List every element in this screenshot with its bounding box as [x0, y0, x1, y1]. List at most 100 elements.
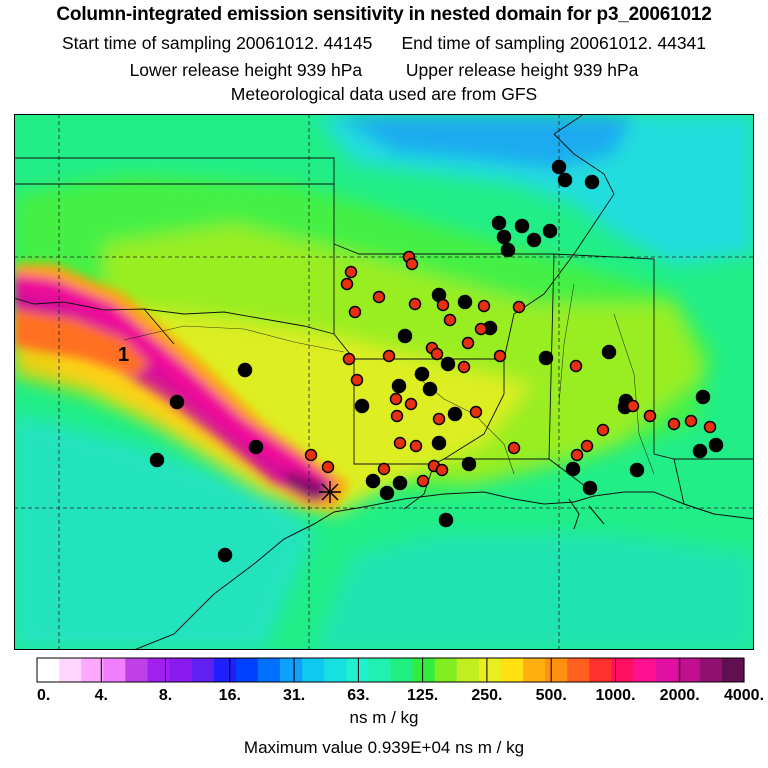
receptor-black	[692, 443, 708, 459]
colorbar-swatch	[346, 658, 369, 682]
colorbar-tick-label: 8.	[159, 687, 172, 704]
colorbar-swatch	[368, 658, 392, 682]
colorbar-swatch	[655, 658, 679, 682]
colorbar-swatch	[589, 658, 613, 682]
receptor-red	[321, 460, 335, 474]
colorbar-swatch	[191, 658, 215, 682]
receptor-red	[377, 462, 391, 476]
receptor-points	[149, 159, 724, 563]
receptor-red	[684, 414, 698, 428]
receptor-red	[350, 373, 364, 387]
colorbar-swatch	[677, 658, 701, 682]
colorbar-tick-label: 2000.	[660, 687, 700, 704]
receptor-red	[348, 305, 362, 319]
colorbar-swatch	[324, 658, 347, 682]
receptor-black	[431, 435, 447, 451]
receptor-red	[477, 299, 491, 313]
receptor-black	[440, 356, 456, 372]
receptor-black	[379, 485, 395, 501]
colorbar-tick-label: 1000.	[595, 687, 635, 704]
receptor-black	[149, 452, 165, 468]
colorbar-swatch	[567, 658, 590, 682]
receptor-red	[304, 448, 318, 462]
colorbar-frame	[36, 657, 745, 683]
receptor-black	[169, 394, 185, 410]
colorbar-swatch	[302, 658, 325, 682]
graticule	[14, 114, 754, 650]
receptor-black	[491, 215, 507, 231]
receptor-red	[703, 420, 717, 434]
receptor-red	[667, 417, 681, 431]
sampling-times-row: Start time of sampling 20061012. 44145 E…	[0, 33, 768, 54]
start-time-label: Start time of sampling 20061012. 44145	[61, 33, 373, 53]
receptor-red	[389, 392, 403, 406]
receptor-black	[542, 223, 558, 239]
receptor-red	[435, 463, 449, 477]
receptor-black	[391, 378, 407, 394]
receptor-red	[569, 359, 583, 373]
units-label: ns m / kg	[349, 708, 419, 727]
sensitivity-map: 1	[14, 114, 754, 650]
coastline	[133, 491, 754, 650]
receptor-red	[340, 277, 354, 291]
receptor-red	[416, 474, 430, 488]
colorbar-tick-label: 250.	[471, 687, 502, 704]
receptor-black	[526, 232, 542, 248]
receptor-black	[237, 362, 253, 378]
colorbar-swatch	[390, 658, 414, 682]
receptor-black	[582, 480, 598, 496]
low-sensitivity-region	[14, 114, 754, 650]
colorbar-swatch	[456, 658, 480, 682]
receptor-red	[404, 397, 418, 411]
colorbar-tick-label: 125.	[407, 687, 438, 704]
receptor-black	[695, 389, 711, 405]
receptor-red	[596, 423, 610, 437]
receptor-red	[372, 290, 386, 304]
receptor-black	[496, 229, 512, 245]
receptor-red	[457, 360, 471, 374]
colorbar-tick-label: 63.	[347, 687, 369, 704]
end-time-label: End time of sampling 20061012. 44341	[401, 33, 707, 53]
met-data-label: Meteorological data used are from GFS	[230, 84, 538, 104]
colorbar-tick-label: 31.	[283, 687, 305, 704]
receptor-black	[447, 406, 463, 422]
colorbar-swatch	[412, 658, 436, 682]
map-frame	[14, 114, 754, 650]
colorbar-tick-label: 4.	[95, 687, 108, 704]
receptor-red	[342, 352, 356, 366]
colorbar-swatch	[523, 658, 546, 682]
colorbar-tick-label: 16.	[219, 687, 241, 704]
colorbar: 0. 4. 8. 16. 31. 63. 125. 250. 500. 1000. 2000. 400…	[36, 657, 764, 704]
colorbar-swatch	[81, 658, 104, 682]
receptor-black	[500, 242, 516, 258]
colorbar-tick-label: 0.	[37, 687, 50, 704]
colorbar-swatch	[434, 658, 458, 682]
colorbar-swatch	[280, 658, 303, 682]
receptor-black	[538, 350, 554, 366]
colorbar-tick-label: 4000.	[724, 687, 764, 704]
receptor-red	[390, 409, 404, 423]
receptor-black	[392, 475, 408, 491]
receptor-red	[344, 265, 358, 279]
colorbar-swatch	[213, 658, 237, 682]
receptor-red	[461, 336, 475, 350]
receptor-red	[626, 399, 640, 413]
receptor-black	[557, 172, 573, 188]
receptor-red	[507, 441, 521, 455]
receptor-red	[643, 409, 657, 423]
receptor-black	[438, 512, 454, 528]
maximum-value-label: Maximum value 0.939E+04 ns m / kg	[243, 738, 525, 757]
colorbar-swatch	[147, 658, 171, 682]
colorbar-swatch	[721, 658, 745, 682]
receptor-red	[580, 439, 594, 453]
colorbar-tick-label: 500.	[536, 687, 567, 704]
receptor-black	[514, 218, 530, 234]
colorbar-swatch	[699, 658, 723, 682]
colorbar-swatch	[125, 658, 149, 682]
receptor-red	[512, 300, 526, 314]
receptor-black	[422, 381, 438, 397]
receptor-black	[397, 328, 413, 344]
receptor-red	[409, 439, 423, 453]
receptor-black	[584, 174, 600, 190]
receptor-black	[414, 366, 430, 382]
